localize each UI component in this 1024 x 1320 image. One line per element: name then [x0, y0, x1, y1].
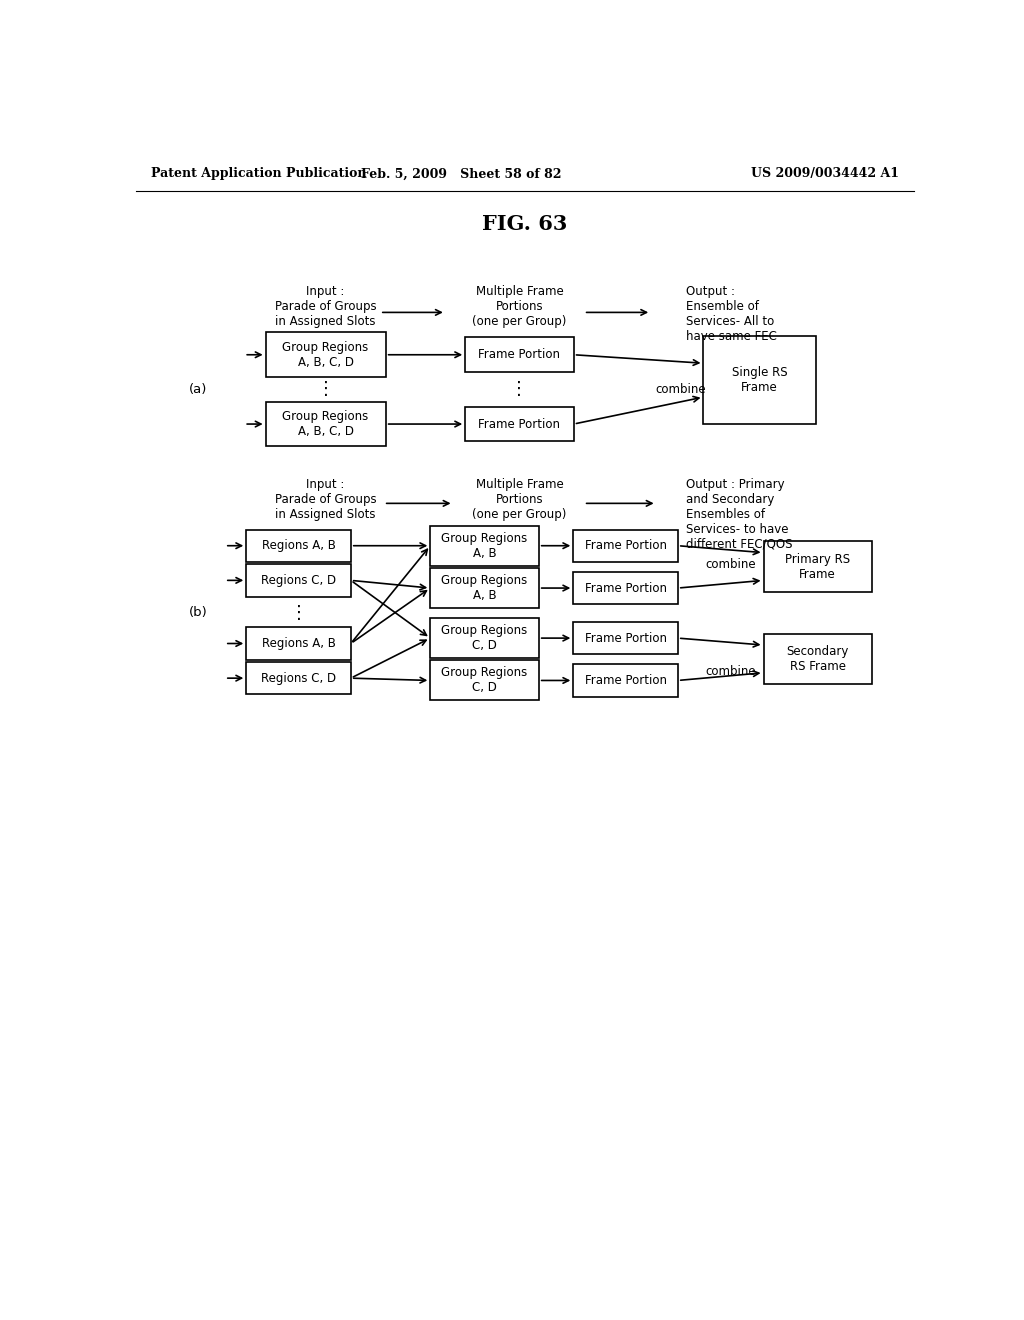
Text: Regions C, D: Regions C, D — [261, 574, 336, 587]
Text: (b): (b) — [188, 606, 207, 619]
Bar — [573, 664, 678, 697]
Text: Feb. 5, 2009   Sheet 58 of 82: Feb. 5, 2009 Sheet 58 of 82 — [361, 168, 561, 181]
Bar — [465, 338, 573, 372]
Bar — [265, 401, 386, 446]
Text: US 2009/0034442 A1: US 2009/0034442 A1 — [752, 168, 899, 181]
Text: Input :
Parade of Groups
in Assigned Slots: Input : Parade of Groups in Assigned Slo… — [274, 478, 377, 521]
Bar — [246, 663, 351, 694]
Text: Frame Portion: Frame Portion — [478, 417, 560, 430]
Text: Frame Portion: Frame Portion — [585, 539, 667, 552]
Text: Frame Portion: Frame Portion — [585, 675, 667, 686]
Text: Single RS
Frame: Single RS Frame — [732, 366, 787, 395]
Text: Output : Primary
and Secondary
Ensembles of
Services- to have
different FEC/QOS: Output : Primary and Secondary Ensembles… — [686, 478, 793, 550]
Text: Multiple Frame
Portions
(one per Group): Multiple Frame Portions (one per Group) — [472, 285, 566, 329]
Text: combine: combine — [655, 383, 706, 396]
Text: Regions A, B: Regions A, B — [261, 539, 336, 552]
Text: Regions A, B: Regions A, B — [261, 638, 336, 649]
Bar — [573, 622, 678, 655]
Text: Regions C, D: Regions C, D — [261, 672, 336, 685]
Bar — [265, 333, 386, 378]
Text: Frame Portion: Frame Portion — [478, 348, 560, 362]
Bar — [430, 660, 539, 701]
Bar — [573, 529, 678, 562]
Text: FIG. 63: FIG. 63 — [482, 214, 567, 234]
Bar — [430, 618, 539, 659]
Text: Group Regions
A, B: Group Regions A, B — [441, 574, 527, 602]
Text: Group Regions
A, B, C, D: Group Regions A, B, C, D — [283, 411, 369, 438]
Text: Group Regions
C, D: Group Regions C, D — [441, 667, 527, 694]
Text: Frame Portion: Frame Portion — [585, 631, 667, 644]
Bar — [573, 572, 678, 605]
Bar — [430, 568, 539, 609]
Text: Primary RS
Frame: Primary RS Frame — [785, 553, 850, 581]
Bar — [764, 634, 872, 684]
Text: ⋮: ⋮ — [290, 603, 307, 622]
Text: Input :
Parade of Groups
in Assigned Slots: Input : Parade of Groups in Assigned Slo… — [274, 285, 377, 329]
Bar — [246, 564, 351, 597]
Text: ⋮: ⋮ — [510, 380, 528, 399]
Text: combine: combine — [706, 665, 756, 678]
Text: (a): (a) — [188, 383, 207, 396]
Text: Group Regions
A, B: Group Regions A, B — [441, 532, 527, 560]
Text: Frame Portion: Frame Portion — [585, 582, 667, 594]
Text: ⋮: ⋮ — [316, 380, 335, 399]
Bar — [430, 525, 539, 566]
Text: Patent Application Publication: Patent Application Publication — [152, 168, 367, 181]
Text: Secondary
RS Frame: Secondary RS Frame — [786, 645, 849, 673]
Bar — [703, 335, 816, 425]
Bar — [764, 541, 872, 591]
Text: Output :
Ensemble of
Services- All to
have same FEC: Output : Ensemble of Services- All to ha… — [686, 285, 777, 343]
Text: Group Regions
A, B, C, D: Group Regions A, B, C, D — [283, 341, 369, 368]
Text: Multiple Frame
Portions
(one per Group): Multiple Frame Portions (one per Group) — [472, 478, 566, 521]
Text: Group Regions
C, D: Group Regions C, D — [441, 624, 527, 652]
Bar — [246, 627, 351, 660]
Text: combine: combine — [706, 557, 756, 570]
Bar — [465, 407, 573, 441]
Bar — [246, 529, 351, 562]
